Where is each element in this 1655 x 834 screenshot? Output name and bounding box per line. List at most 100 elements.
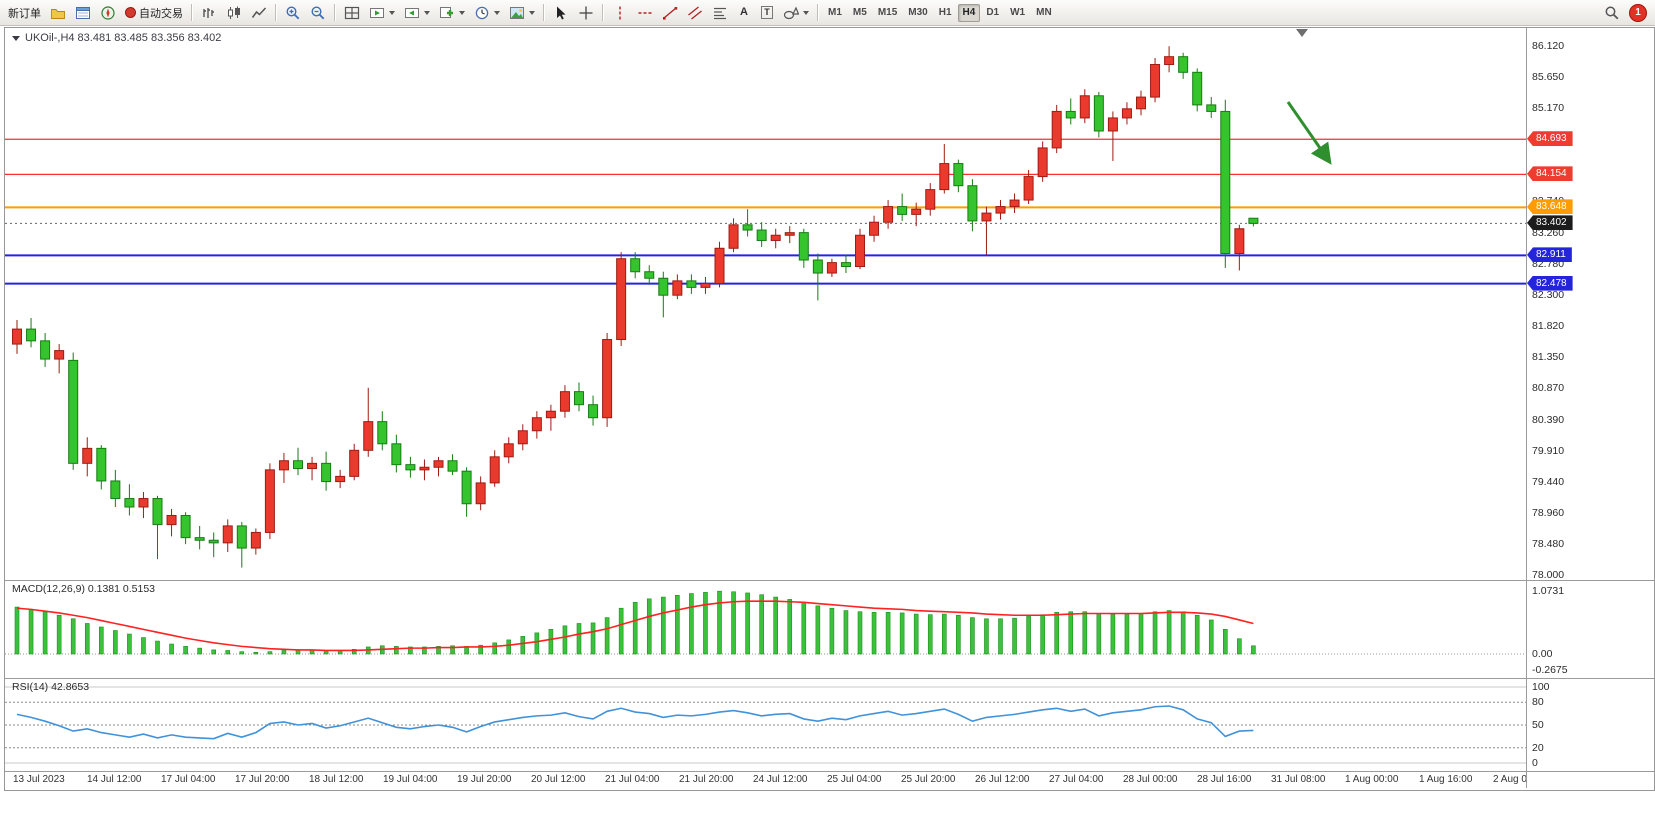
chart-shift-button[interactable] <box>400 3 434 23</box>
crosshair-button[interactable] <box>574 3 598 23</box>
timeframe-button-m15[interactable]: M15 <box>873 4 902 22</box>
line-chart-button[interactable] <box>247 3 271 23</box>
timeframe-button-h1[interactable]: H1 <box>934 4 957 22</box>
auto-trading-button[interactable]: 自动交易 <box>121 3 187 23</box>
horizontal-line-tool-button[interactable] <box>633 3 657 23</box>
time-tick-label: 25 Jul 20:00 <box>901 774 956 785</box>
time-tick-label: 28 Jul 16:00 <box>1197 774 1252 785</box>
add-indicator-icon <box>440 6 453 18</box>
add-indicator-button[interactable] <box>435 3 469 23</box>
time-tick-label: 26 Jul 12:00 <box>975 774 1030 785</box>
time-tick-label: 20 Jul 12:00 <box>531 774 586 785</box>
shapes-icon <box>783 6 799 19</box>
price-tick-label: 81.350 <box>1532 351 1565 364</box>
profiles-icon <box>51 8 65 19</box>
fibonacci-icon <box>714 7 726 19</box>
price-tick-label: 82.300 <box>1532 289 1565 302</box>
macd-tick-label: 1.0731 <box>1532 585 1565 597</box>
rsi-tick-label: 100 <box>1532 681 1550 693</box>
price-badge-83.402: 83.402 <box>1527 215 1573 231</box>
toolbar-separator <box>602 4 604 21</box>
chart-shift-icon <box>405 7 419 18</box>
panel-separator <box>5 771 1654 772</box>
price-tick-label: 79.910 <box>1532 444 1565 457</box>
dropdown-caret-icon <box>424 10 430 15</box>
rsi-plot[interactable] <box>5 679 1526 771</box>
navigator-icon <box>101 5 115 20</box>
periods-button[interactable] <box>470 3 504 23</box>
tile-windows-button[interactable] <box>340 3 364 23</box>
timeframe-button-m30[interactable]: M30 <box>903 4 932 22</box>
rsi-tick-label: 20 <box>1532 741 1544 754</box>
toolbar-separator <box>334 4 336 21</box>
timeframe-button-m1[interactable]: M1 <box>823 4 847 22</box>
axis-separator <box>1526 28 1527 788</box>
templates-button[interactable] <box>505 3 539 23</box>
new-order-button[interactable]: 新订单 <box>4 3 45 23</box>
panel-separator[interactable] <box>5 580 1654 581</box>
market-watch-button[interactable] <box>71 3 95 23</box>
chart-symbol-header: UKOil-,H4 83.481 83.485 83.356 83.402 <box>12 32 221 44</box>
auto-scroll-button[interactable] <box>365 3 399 23</box>
candlestick-chart-button[interactable] <box>222 3 246 23</box>
text-tool-button[interactable]: A <box>733 3 755 23</box>
timeframe-button-h4[interactable]: H4 <box>957 3 981 22</box>
price-tick-label: 78.480 <box>1532 538 1565 551</box>
timeframe-button-m5[interactable]: M5 <box>848 4 872 22</box>
vertical-line-tool-button[interactable] <box>608 3 632 23</box>
timeframe-button-mn[interactable]: MN <box>1031 4 1057 22</box>
bar-chart-button[interactable] <box>197 3 221 23</box>
auto-scroll-icon <box>370 7 384 18</box>
symbol-dropdown-icon[interactable] <box>12 35 20 41</box>
search-button[interactable] <box>1600 3 1624 23</box>
notifications-button[interactable]: 1 <box>1625 3 1651 23</box>
zoom-out-button[interactable] <box>306 3 330 23</box>
cursor-button[interactable] <box>549 3 573 23</box>
time-tick-label: 1 Aug 00:00 <box>1345 774 1399 785</box>
macd-plot[interactable] <box>5 581 1526 678</box>
notification-badge: 1 <box>1629 3 1647 22</box>
price-badge-84.693: 84.693 <box>1527 131 1573 147</box>
rsi-tick-label: 50 <box>1532 719 1544 731</box>
crosshair-icon <box>579 6 593 19</box>
zoom-out-icon <box>311 5 325 19</box>
vertical-line-icon <box>619 6 621 19</box>
zoom-in-icon <box>286 5 300 19</box>
new-order-label: 新订单 <box>8 7 41 20</box>
auto-trading-label: 自动交易 <box>139 7 183 20</box>
price-tick-label: 81.820 <box>1532 320 1565 333</box>
clock-icon <box>475 6 489 19</box>
price-axis[interactable]: 86.12085.65085.17083.74083.26082.78082.3… <box>1527 28 1651 788</box>
horizontal-line-icon <box>638 11 652 14</box>
macd-tick-label: 0.00 <box>1532 648 1553 660</box>
time-tick-label: 27 Jul 04:00 <box>1049 774 1104 785</box>
profiles-button[interactable] <box>46 3 70 23</box>
search-icon <box>1605 6 1619 19</box>
timeframe-button-d1[interactable]: D1 <box>981 4 1004 22</box>
timeframe-button-w1[interactable]: W1 <box>1005 4 1030 22</box>
channel-tool-button[interactable] <box>683 3 707 23</box>
trendline-tool-button[interactable] <box>658 3 682 23</box>
price-tick-label: 78.960 <box>1532 506 1565 519</box>
line-chart-icon <box>251 6 267 18</box>
price-tick-label: 79.440 <box>1532 475 1565 488</box>
channel-icon <box>688 5 702 20</box>
rsi-tick-label: 0 <box>1532 757 1538 769</box>
time-tick-label: 17 Jul 04:00 <box>161 774 216 785</box>
arrow-annotation[interactable] <box>1286 101 1332 165</box>
label-tool-button[interactable]: T <box>756 3 778 23</box>
price-badge-82.478: 82.478 <box>1527 275 1573 291</box>
price-chart[interactable] <box>5 28 1526 580</box>
fibonacci-tool-button[interactable] <box>708 3 732 23</box>
time-tick-label: 24 Jul 12:00 <box>753 774 808 785</box>
time-axis[interactable]: 13 Jul 2023 14 Jul 12:00 17 Jul 04:00 17 Ju… <box>5 772 1526 788</box>
toolbar-separator <box>191 4 193 21</box>
dropdown-caret-icon <box>459 10 465 15</box>
price-tick-label: 85.170 <box>1532 102 1565 115</box>
chart-shift-marker[interactable] <box>1296 29 1308 37</box>
zoom-in-button[interactable] <box>281 3 305 23</box>
template-image-icon <box>510 6 524 19</box>
shapes-tool-button[interactable] <box>779 3 813 23</box>
panel-separator[interactable] <box>5 678 1654 679</box>
navigator-button[interactable] <box>96 3 120 23</box>
